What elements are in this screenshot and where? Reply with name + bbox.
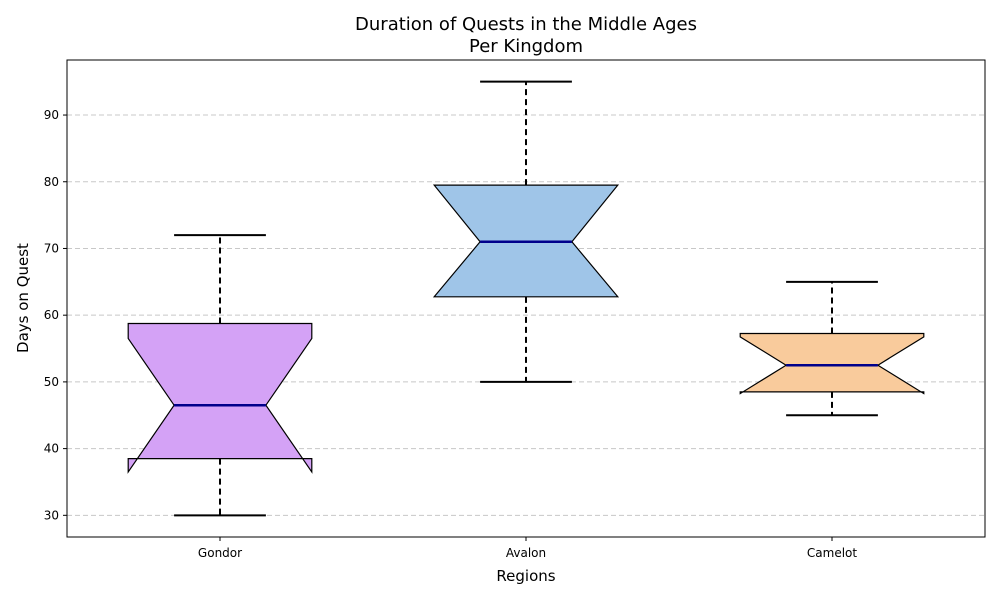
x-ticks: Gondor Avalon Camelot (198, 537, 857, 560)
box-camelot (739, 280, 925, 417)
x-tick-label: Camelot (807, 546, 857, 560)
box-gondor (127, 234, 313, 517)
y-tick-label: 30 (44, 508, 59, 522)
box-body (127, 322, 313, 474)
y-tick-label: 80 (44, 175, 59, 189)
chart-subtitle: Per Kingdom (469, 36, 583, 57)
box-body (739, 332, 925, 395)
y-tick-label: 70 (44, 241, 59, 255)
y-ticks: 30 40 50 60 70 80 90 (44, 108, 67, 522)
y-tick-label: 90 (44, 108, 59, 122)
box-layer (127, 80, 925, 517)
y-tick-label: 50 (44, 375, 59, 389)
x-tick-label: Avalon (506, 546, 546, 560)
box-avalon (432, 80, 620, 383)
y-axis-label: Days on Quest (14, 243, 32, 353)
y-tick-label: 40 (44, 442, 59, 456)
x-tick-label: Gondor (198, 546, 242, 560)
chart-title: Duration of Quests in the Middle Ages (355, 14, 697, 35)
x-axis-label: Regions (496, 567, 555, 585)
y-tick-label: 60 (44, 308, 59, 322)
